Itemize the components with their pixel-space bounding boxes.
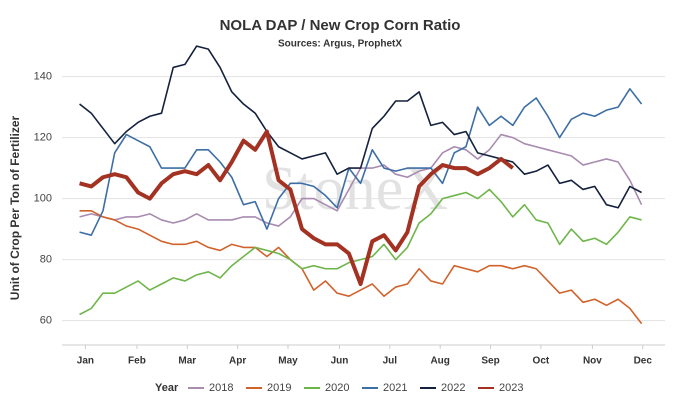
- series-line: [79, 88, 643, 236]
- series-line: [79, 188, 642, 316]
- y-tick-label: 120: [34, 132, 52, 144]
- legend-title: Year: [155, 382, 179, 394]
- x-tick-label: Sep: [481, 356, 499, 367]
- y-tick-label: 100: [34, 193, 52, 205]
- x-tick-label: Aug: [430, 356, 449, 367]
- legend-label: 2022: [441, 382, 465, 394]
- x-tick-label: Oct: [533, 356, 550, 367]
- x-tick-label: Feb: [128, 356, 146, 367]
- series-line: [79, 210, 643, 325]
- x-tick-label: Apr: [229, 356, 246, 367]
- legend-label: 2021: [383, 382, 407, 394]
- x-tick-label: Jan: [77, 356, 94, 367]
- x-tick-label: Mar: [178, 356, 196, 367]
- y-axis-title: Unit of Crop Per Ton of Fertilizer: [8, 115, 22, 300]
- x-tick-label: May: [278, 356, 298, 367]
- x-tick-label: Dec: [634, 356, 653, 367]
- legend-label: 2018: [209, 382, 233, 394]
- y-tick-label: 140: [34, 71, 52, 83]
- series-line: [79, 45, 642, 209]
- y-tick-label: 80: [40, 254, 52, 266]
- series-line: [79, 129, 515, 286]
- x-tick-label: Nov: [583, 356, 602, 367]
- y-tick-label: 60: [40, 315, 52, 327]
- legend-label: 2020: [325, 382, 349, 394]
- chart-title: NOLA DAP / New Crop Corn Ratio: [220, 17, 461, 34]
- legend-label: 2023: [499, 382, 523, 394]
- legend-label: 2019: [267, 382, 291, 394]
- x-tick-label: Jun: [331, 356, 349, 367]
- x-tick-label: Jul: [383, 356, 398, 367]
- chart-subtitle: Sources: Argus, ProphetX: [278, 39, 402, 50]
